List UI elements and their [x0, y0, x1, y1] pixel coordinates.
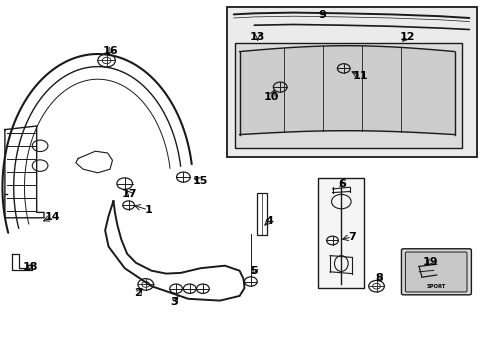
Text: 17: 17: [122, 189, 137, 199]
Bar: [234, 43, 461, 148]
Text: 13: 13: [249, 32, 265, 42]
Text: 19: 19: [422, 257, 437, 267]
Text: 10: 10: [263, 92, 279, 102]
Text: 11: 11: [352, 71, 368, 81]
FancyBboxPatch shape: [401, 249, 470, 295]
Bar: [227, 7, 476, 157]
Bar: [256, 193, 267, 235]
Text: 12: 12: [399, 32, 414, 42]
FancyBboxPatch shape: [405, 252, 466, 292]
Text: 9: 9: [318, 10, 326, 20]
Text: 3: 3: [170, 297, 178, 307]
Text: 5: 5: [250, 266, 258, 276]
Text: SPORT: SPORT: [426, 284, 445, 289]
Text: 16: 16: [102, 46, 118, 57]
Bar: [317, 178, 364, 288]
Text: 2: 2: [134, 288, 142, 298]
Text: 1: 1: [144, 205, 152, 215]
Text: 14: 14: [45, 212, 61, 222]
Text: 8: 8: [374, 273, 382, 283]
Text: 7: 7: [347, 232, 355, 242]
Text: 4: 4: [265, 216, 273, 226]
Text: 15: 15: [192, 176, 208, 186]
Text: 6: 6: [338, 179, 346, 189]
Text: 18: 18: [23, 262, 39, 272]
